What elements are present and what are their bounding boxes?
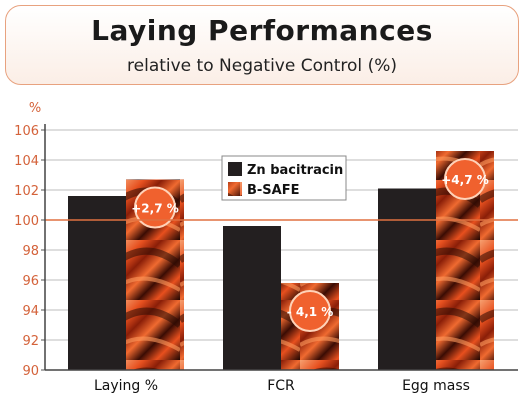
chart-title: Laying Performances: [91, 14, 433, 47]
y-tick-label: 102: [14, 184, 39, 199]
x-category-label: FCR: [267, 378, 295, 394]
chart-subtitle: relative to Negative Control (%): [127, 56, 397, 76]
y-tick-label: 96: [22, 274, 39, 289]
difference-badge: [134, 186, 176, 229]
y-tick-label: 94: [22, 304, 39, 319]
legend-label: Zn bacitracin: [247, 163, 343, 178]
y-tick-label: 90: [22, 364, 39, 379]
difference-label: - 4,1 %: [287, 305, 334, 319]
y-tick-label: 100: [14, 214, 39, 229]
bar-zn-bacitracin: [223, 226, 281, 370]
bar-zn-bacitracin: [68, 196, 126, 370]
legend-box: [221, 155, 347, 201]
difference-label: +4,7 %: [441, 173, 489, 187]
difference-label: +2,7 %: [131, 202, 179, 216]
y-tick-label: 106: [14, 124, 39, 139]
y-axis-unit: %: [29, 101, 41, 116]
x-category-label: Laying %: [94, 378, 158, 394]
bar-zn-bacitracin: [378, 188, 436, 370]
legend-swatch-zn-bacitracin: [228, 162, 242, 176]
difference-badge: [444, 158, 486, 200]
title-box: Laying Performances relative to Negative…: [5, 5, 519, 85]
legend-label: B-SAFE: [247, 183, 300, 198]
x-category-label: Egg mass: [402, 378, 470, 394]
legend-swatch-b-safe: [228, 182, 242, 196]
y-tick-label: 92: [22, 334, 39, 349]
legend: Zn bacitracin B-SAFE: [221, 155, 347, 201]
y-tick-label: 98: [22, 244, 39, 259]
y-tick-label: 104: [14, 154, 39, 169]
difference-badge: [289, 290, 331, 332]
